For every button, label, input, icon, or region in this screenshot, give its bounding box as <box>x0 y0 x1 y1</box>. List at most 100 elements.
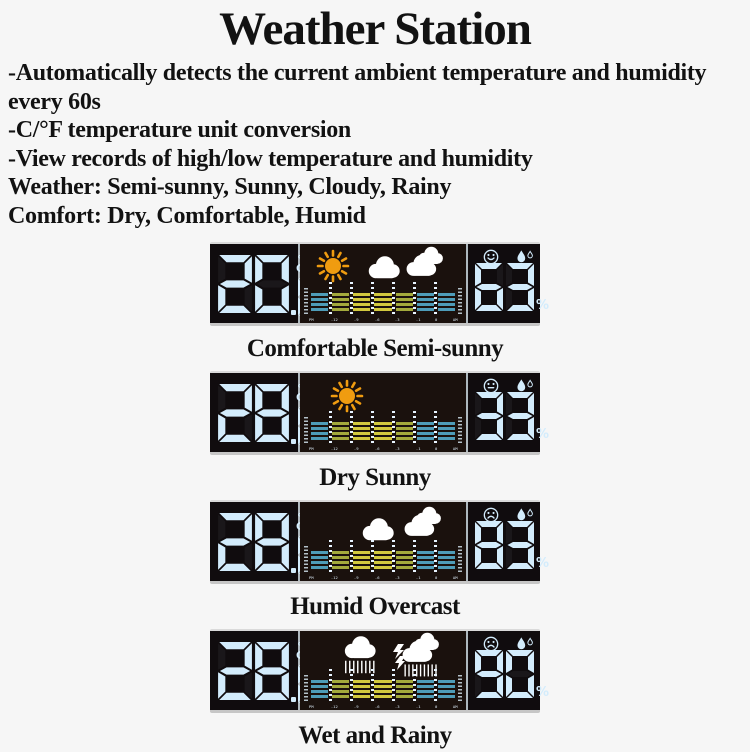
time-axis-label: AM <box>452 317 458 322</box>
weather-lcd-semi-sunny: °C PM -12 -9 -6 -3 -1 0 AM % <box>210 242 549 326</box>
history-bar-chart: PM -12 -9 -6 -3 -1 0 AM <box>302 540 464 580</box>
decimal-point <box>291 568 296 573</box>
seven-segment-digit <box>218 255 252 313</box>
time-axis-label: PM <box>308 704 314 709</box>
weather-display-figure: °C PM -12 -9 -6 -3 -1 0 AM % Dry Sunny <box>210 371 549 492</box>
time-axis-label: -1 <box>415 317 421 322</box>
cloud-icon <box>362 518 394 541</box>
time-axis-label: -1 <box>415 704 421 709</box>
humidity-value <box>475 261 534 313</box>
temperature-value <box>218 513 289 571</box>
time-axis-label: 0 <box>435 704 438 709</box>
humidity-panel: % <box>468 631 549 710</box>
feature-line: -Automatically detects the current ambie… <box>8 60 707 115</box>
history-bar-segment <box>416 282 438 315</box>
history-bar-segment <box>395 540 417 573</box>
history-bar-segment <box>395 282 417 315</box>
time-axis-label: -6 <box>374 446 380 451</box>
weather-icons <box>300 244 466 288</box>
time-axis: PM -12 -9 -6 -3 -1 0 AM <box>307 315 459 322</box>
history-bar-segment <box>311 411 332 444</box>
droplet-icon <box>517 637 533 650</box>
time-axis-label: -6 <box>374 704 380 709</box>
seven-segment-digit <box>475 521 503 569</box>
time-axis-label: AM <box>452 575 458 580</box>
seven-segment-digit <box>218 384 252 442</box>
time-axis-label: -9 <box>354 704 359 709</box>
humidity-value <box>475 648 534 700</box>
history-bar-chart: PM -12 -9 -6 -3 -1 0 AM <box>302 411 464 451</box>
history-bars <box>311 411 455 444</box>
display-caption: Dry Sunny <box>319 464 431 491</box>
time-axis-label: -9 <box>354 317 359 322</box>
weather-icons <box>300 502 466 546</box>
history-bar-segment <box>332 540 353 573</box>
weather-panel: PM -12 -9 -6 -3 -1 0 AM <box>300 631 468 710</box>
temperature-panel: °C <box>210 373 320 452</box>
droplet-icon <box>517 508 533 521</box>
weather-icons <box>300 631 466 677</box>
rain-cloud-icon <box>402 632 439 677</box>
history-bars <box>311 282 455 315</box>
weather-panel: PM -12 -9 -6 -3 -1 0 AM <box>300 502 468 581</box>
feature-line: -C/°F temperature unit conversion <box>8 117 351 143</box>
comfort-indicator <box>468 244 540 265</box>
history-bar-segment <box>311 540 332 573</box>
time-axis-label: PM <box>308 575 314 580</box>
time-axis-label: 0 <box>435 446 438 451</box>
weather-display-figure: °C PM -12 -9 -6 -3 -1 0 AM % Wet and Rainy <box>210 629 549 750</box>
humidity-panel: % <box>468 244 549 323</box>
decimal-point <box>291 697 296 702</box>
history-bar-segment <box>416 411 438 444</box>
weather-display-figure: °C PM -12 -9 -6 -3 -1 0 AM % Comfortable Semi-s… <box>210 242 549 363</box>
humidity-unit: % <box>536 685 550 700</box>
feature-line: Comfort: Dry, Comfortable, Humid <box>8 202 366 229</box>
time-axis-label: -12 <box>330 704 338 709</box>
double-cloud-icon <box>406 246 443 276</box>
seven-segment-digit <box>255 384 289 442</box>
droplet-icon <box>517 379 533 392</box>
decimal-point <box>291 439 296 444</box>
time-axis: PM -12 -9 -6 -3 -1 0 AM <box>307 702 459 709</box>
history-bars <box>311 540 455 573</box>
humidity-unit: % <box>536 298 550 313</box>
weather-lcd-rainy: °C PM -12 -9 -6 -3 -1 0 AM % <box>210 629 549 713</box>
seven-segment-digit <box>475 650 503 698</box>
seven-segment-digit <box>218 642 252 700</box>
history-bar-segment <box>353 411 375 444</box>
seven-segment-digit <box>255 642 289 700</box>
seven-segment-digit <box>255 513 289 571</box>
humidity-panel: % <box>468 502 549 581</box>
feature-line: -View records of high/low temperature an… <box>8 145 533 172</box>
history-bar-segment <box>332 282 353 315</box>
time-axis-label: -3 <box>395 575 400 580</box>
display-caption: Comfortable Semi-sunny <box>246 335 504 362</box>
humidity-unit: % <box>536 556 550 571</box>
sun-icon <box>330 379 364 413</box>
humidity-unit: % <box>536 427 550 442</box>
history-bar-segment <box>416 669 438 702</box>
seven-segment-digit <box>506 263 534 311</box>
seven-segment-digit <box>506 650 534 698</box>
rain-cloud-icon <box>344 636 376 674</box>
seven-segment-digit <box>218 513 252 571</box>
sun-icon <box>316 249 350 283</box>
happy-face-icon <box>483 249 499 265</box>
history-bar-segment <box>374 669 396 702</box>
weather-lcd-overcast: °C PM -12 -9 -6 -3 -1 0 AM % <box>210 500 549 584</box>
feature-list: -Automatically detects the current ambie… <box>8 59 744 230</box>
history-bar-segment <box>395 411 417 444</box>
time-axis-label: -6 <box>374 575 380 580</box>
weather-icons <box>300 373 466 417</box>
history-bar-chart: PM -12 -9 -6 -3 -1 0 AM <box>302 282 464 322</box>
cloud-icon <box>368 256 400 279</box>
time-axis: PM -12 -9 -6 -3 -1 0 AM <box>307 444 459 451</box>
decimal-point <box>291 310 296 315</box>
history-bar-segment <box>437 293 455 313</box>
feature-line: Weather: Semi-sunny, Sunny, Cloudy, Rain… <box>8 174 452 200</box>
humidity-value <box>475 519 534 571</box>
history-bar-segment <box>374 540 396 573</box>
temperature-value <box>218 384 289 442</box>
time-axis-label: -9 <box>354 446 359 451</box>
